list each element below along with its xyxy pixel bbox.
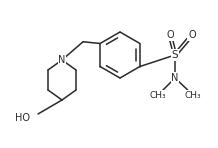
Text: O: O <box>166 30 174 40</box>
Text: HO: HO <box>15 113 30 123</box>
Text: N: N <box>171 73 179 83</box>
Text: CH₃: CH₃ <box>185 90 201 99</box>
Text: S: S <box>172 50 178 60</box>
Text: N: N <box>58 55 66 65</box>
Text: O: O <box>188 30 196 40</box>
Text: CH₃: CH₃ <box>150 90 166 99</box>
